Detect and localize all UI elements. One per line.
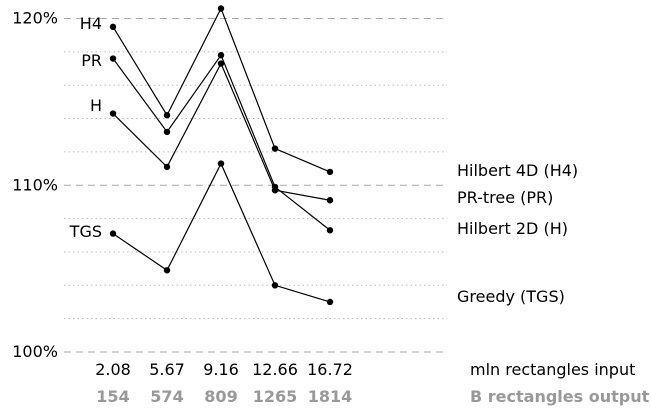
x-tick-label: 5.67 [149,360,185,379]
data-point [217,60,225,67]
x2-tick-label: 154 [96,387,129,406]
y-tick-label: 100% [12,342,58,361]
data-point [163,128,171,136]
y-tick-label: 120% [12,9,58,28]
x2-tick-label: 809 [204,387,237,406]
data-point [326,298,334,306]
data-point [109,55,117,62]
series-labels: H4 Hilbert 4D (H4) PR PR-tree (PR) H Hilbert … [69,14,578,306]
y-axis-ticks: 100% 110% 120% [12,9,58,362]
series-name-label: Hilbert 2D (H) [457,219,568,238]
data-point [217,5,225,12]
series-name-label: Greedy (TGS) [457,287,565,306]
x-tick-label: 9.16 [203,360,239,379]
series-short-label: H4 [80,14,102,33]
x2-tick-label: 1265 [253,387,298,406]
data-point [271,145,279,152]
grid [64,18,447,353]
data-point [217,160,225,167]
x-tick-label: 16.72 [307,360,353,379]
data-point [217,51,225,59]
series-short-label: PR [81,51,102,70]
data-point [109,230,117,237]
data-point [326,227,334,234]
x2-tick-label: 1814 [308,387,353,406]
series-points [109,5,334,306]
series-line [112,53,331,231]
data-point [109,110,117,117]
x2-axis-title: B rectangles output [470,387,650,406]
x-tick-label: 12.66 [252,360,298,379]
x-axis-ticks: 2.08 5.67 9.16 12.66 16.72 154 574 809 1265 1814 [95,360,353,406]
series-name-label: Hilbert 4D (H4) [457,161,578,180]
data-point [326,168,334,176]
series-line [112,7,331,173]
series-name-label: PR-tree (PR) [457,188,553,207]
data-point [109,23,117,31]
series-line [112,62,331,201]
data-point [163,267,171,274]
series-short-label: H [90,96,102,115]
series-short-label: TGS [69,222,102,241]
x2-tick-label: 574 [150,387,183,406]
x-axis-title: mln rectangles input [470,360,635,379]
data-point [271,282,279,289]
data-point [326,197,334,204]
series-line [112,162,331,303]
data-point [271,187,279,194]
data-point [163,163,171,171]
x-tick-label: 2.08 [95,360,131,379]
y-tick-label: 110% [12,175,58,194]
data-point [163,112,171,119]
